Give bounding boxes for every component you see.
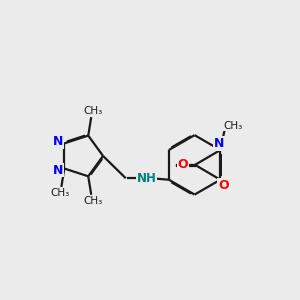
Text: CH₃: CH₃ [50,188,70,199]
Text: N: N [52,164,63,176]
Text: O: O [218,178,229,192]
Text: CH₃: CH₃ [224,121,243,130]
Text: N: N [214,137,224,150]
Text: O: O [178,158,188,171]
Text: N: N [52,135,63,148]
Text: CH₃: CH₃ [83,196,102,206]
Text: NH: NH [136,172,157,185]
Text: CH₃: CH₃ [83,106,102,116]
